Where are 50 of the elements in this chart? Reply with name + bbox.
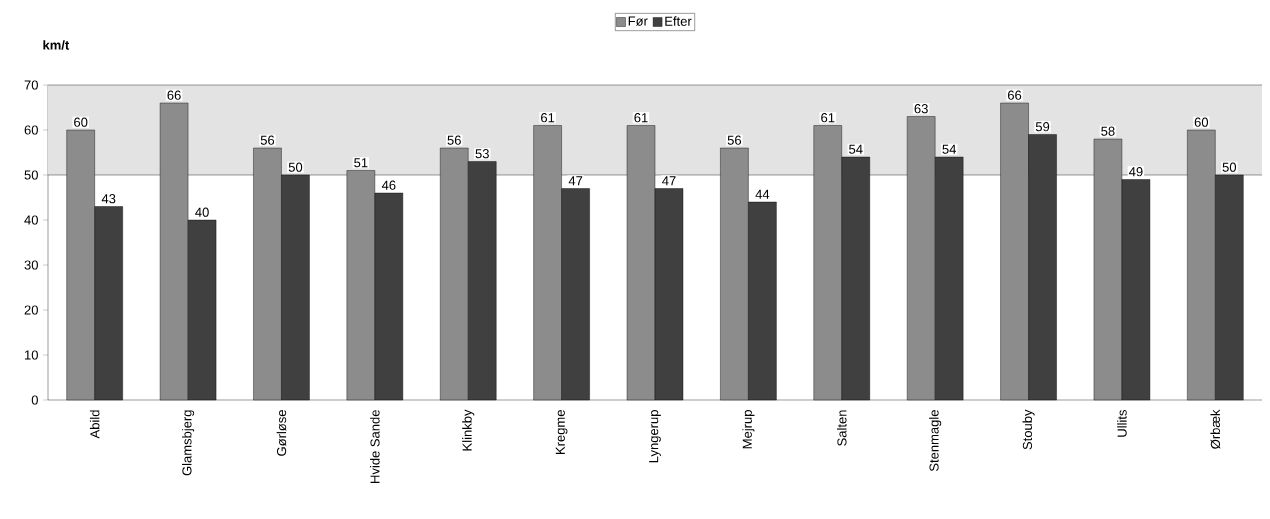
data-label: 61 bbox=[821, 113, 835, 123]
data-label: 56 bbox=[727, 135, 742, 145]
x-tick-label: Stouby bbox=[1022, 409, 1035, 450]
y-tick-label: 30 bbox=[24, 260, 38, 270]
data-label: 53 bbox=[475, 149, 489, 159]
data-label: 59 bbox=[1035, 122, 1050, 132]
data-label: 60 bbox=[1194, 117, 1209, 127]
x-tick-label: Ullits bbox=[1117, 410, 1127, 437]
data-label: 49 bbox=[1129, 167, 1143, 177]
y-tick-label: 0 bbox=[31, 395, 38, 405]
data-label: 47 bbox=[568, 176, 583, 186]
data-label: 54 bbox=[849, 144, 863, 154]
x-tick-label: Hvide Sande bbox=[370, 410, 380, 483]
x-tick-label: Mejrup bbox=[742, 410, 755, 449]
legend-label: Før bbox=[628, 16, 648, 26]
x-tick-label: Salten bbox=[837, 410, 847, 446]
y-tick-label: 40 bbox=[24, 215, 38, 225]
x-tick-label: Stenmagle bbox=[929, 410, 942, 472]
data-label: 46 bbox=[381, 180, 396, 190]
data-label: 44 bbox=[755, 189, 770, 199]
x-tick-label: Glamsbjerg bbox=[182, 410, 195, 476]
data-label: 56 bbox=[447, 135, 461, 145]
y-tick-label: 70 bbox=[24, 80, 38, 90]
data-label: 40 bbox=[195, 207, 209, 217]
data-label: 47 bbox=[662, 176, 676, 186]
x-tick-label: Klinkby bbox=[462, 409, 475, 451]
x-tick-label: Abild bbox=[89, 410, 100, 439]
data-label: 61 bbox=[634, 113, 648, 123]
y-tick-label: 60 bbox=[24, 125, 38, 135]
data-label: 50 bbox=[1222, 162, 1237, 172]
data-label: 60 bbox=[74, 117, 88, 127]
y-tick-label: 50 bbox=[24, 170, 38, 180]
x-tick-label: Kregme bbox=[555, 410, 568, 454]
data-label: 50 bbox=[288, 162, 303, 172]
data-label: 63 bbox=[914, 104, 928, 114]
y-axis-title: km/t bbox=[43, 40, 70, 50]
data-label: 54 bbox=[942, 144, 957, 154]
data-label: 58 bbox=[1101, 126, 1115, 136]
data-label: 56 bbox=[260, 135, 275, 145]
x-tick-label: Gørløse bbox=[276, 410, 287, 456]
data-label: 61 bbox=[541, 113, 555, 123]
data-label: 66 bbox=[167, 90, 181, 100]
y-tick-label: 10 bbox=[24, 350, 38, 360]
data-label: 66 bbox=[1007, 90, 1022, 100]
legend-label: Efter bbox=[665, 16, 692, 26]
x-tick-label: Ørbæk bbox=[1210, 409, 1221, 449]
data-label: 43 bbox=[101, 194, 116, 204]
x-tick-label: Lyngerup bbox=[649, 410, 661, 463]
data-label: 51 bbox=[354, 158, 368, 168]
y-tick-label: 20 bbox=[24, 305, 38, 315]
